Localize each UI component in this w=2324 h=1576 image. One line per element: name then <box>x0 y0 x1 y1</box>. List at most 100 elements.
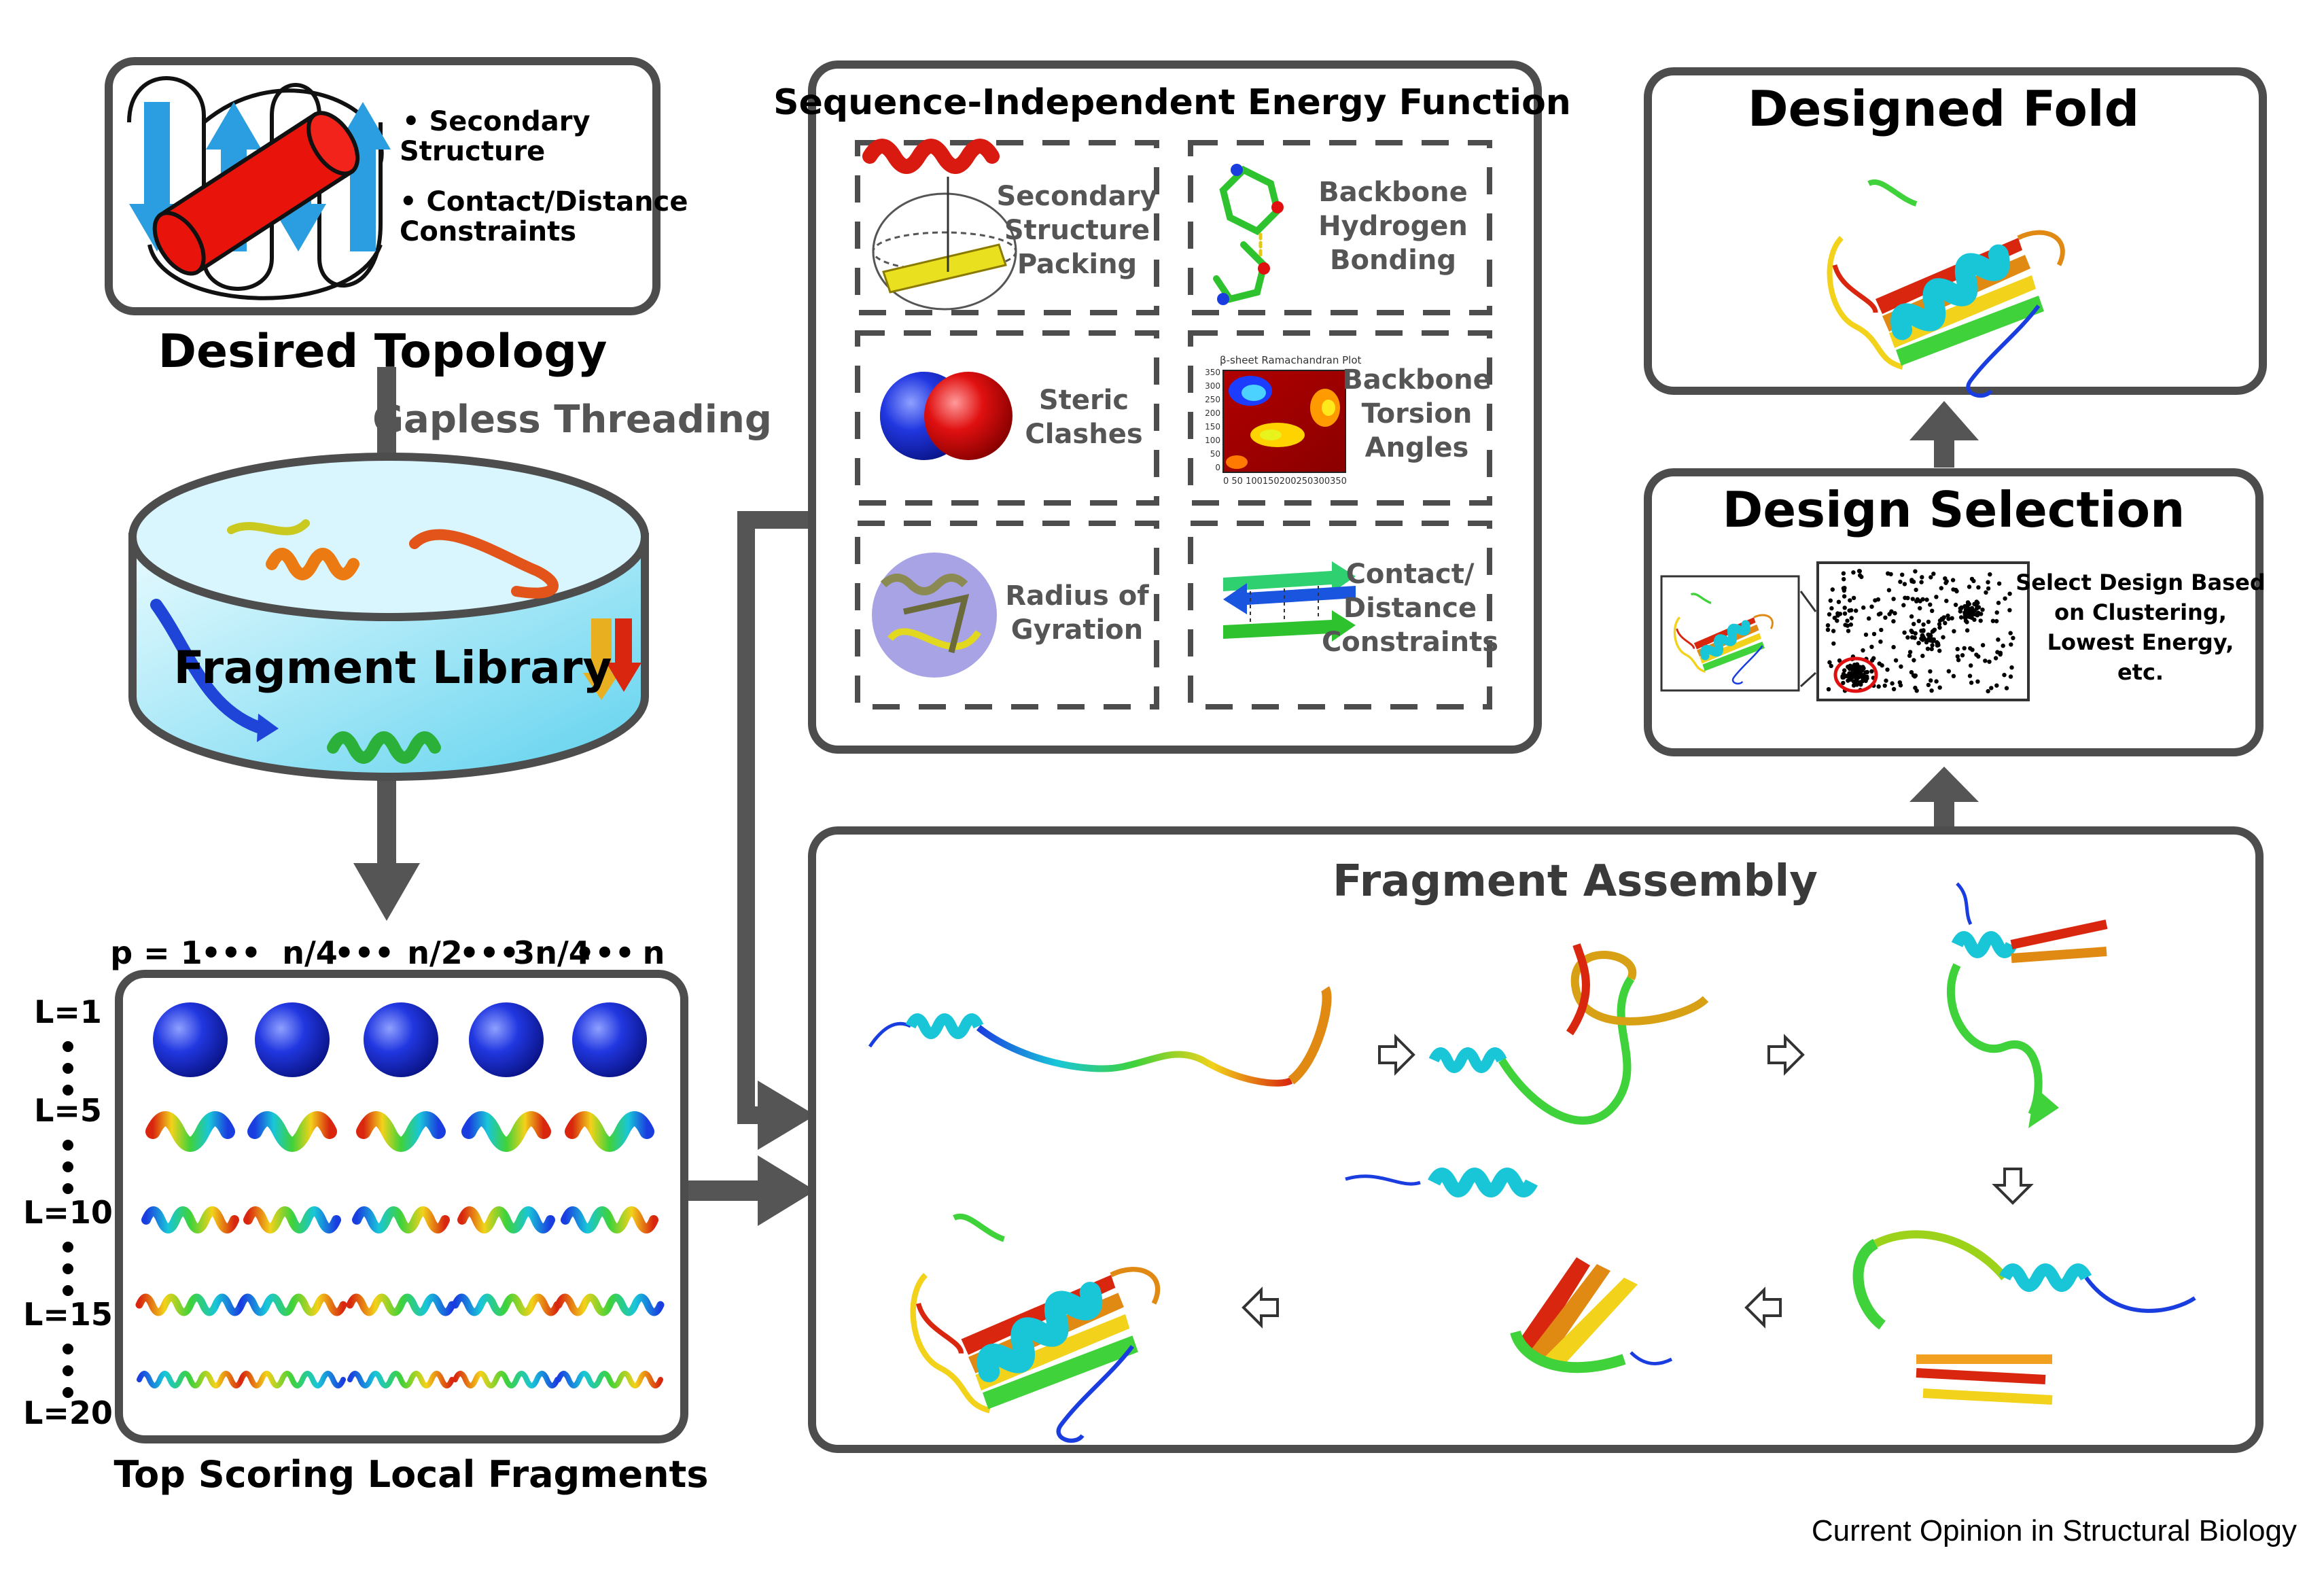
design-point <box>1879 627 1884 633</box>
design-point <box>1891 619 1896 624</box>
design-point <box>1956 658 1961 663</box>
assembly-stage-4 <box>1852 1230 2196 1405</box>
design-point <box>1835 618 1839 623</box>
design-point <box>1902 582 1907 586</box>
position-label: p = 1 <box>110 934 203 971</box>
ellipsis-dot <box>63 1140 73 1151</box>
local-fragment <box>561 1206 658 1233</box>
design-point <box>1983 659 1988 663</box>
design-point <box>1909 635 1915 640</box>
design-point <box>1941 635 1946 640</box>
svg-text:Secondary: Secondary <box>996 181 1157 212</box>
next-arrow-icon <box>1767 1034 1805 1076</box>
fragments-title: Top Scoring Local Fragments <box>114 1453 709 1496</box>
design-point <box>1859 668 1865 673</box>
design-point <box>1929 638 1933 643</box>
design-point <box>1898 579 1903 584</box>
design-point <box>1905 635 1910 640</box>
design-point <box>1928 669 1933 674</box>
design-point <box>1900 572 1905 577</box>
design-point <box>1943 576 1948 581</box>
design-point <box>1831 629 1836 633</box>
design-point <box>1990 618 1996 623</box>
designed-fold-cartoon <box>1827 179 2065 398</box>
design-point <box>1937 625 1942 630</box>
design-point <box>1955 654 1960 659</box>
designed-fold-title: Designed Fold <box>1748 80 2139 137</box>
fragment-cartoon <box>583 618 620 700</box>
design-point <box>1913 631 1918 636</box>
design-point <box>1902 630 1907 635</box>
design-point <box>1920 575 1924 580</box>
design-point <box>1918 599 1922 603</box>
prev-arrow-icon <box>1242 1286 1279 1329</box>
topology-title: Desired Topology <box>158 325 608 379</box>
design-point <box>1930 608 1935 613</box>
design-point <box>1986 688 1990 694</box>
topology-bullet-2b: Constraints <box>400 216 576 247</box>
design-point <box>2009 665 2014 670</box>
design-point <box>1910 597 1915 601</box>
design-point <box>1986 580 1990 584</box>
design-point <box>1827 660 1832 665</box>
design-point <box>1994 618 1999 624</box>
ellipsis-dot <box>63 1161 73 1172</box>
assembly-stage-5 <box>1345 1168 1673 1373</box>
design-point <box>1851 570 1856 575</box>
svg-text:β-sheet Ramachandran Plot: β-sheet Ramachandran Plot <box>1220 354 1362 366</box>
design-point <box>1888 572 1893 577</box>
design-point <box>1946 669 1951 673</box>
position-labels: p = 1••• n/4••• n/2•••3n/4••• n <box>110 934 665 971</box>
design-point <box>1912 658 1916 663</box>
design-point <box>1944 599 1949 603</box>
design-point <box>1901 603 1906 608</box>
design-point <box>1970 610 1975 614</box>
prev-arrow-icon <box>1744 1286 1782 1329</box>
svg-text:Torsion: Torsion <box>1362 398 1473 430</box>
design-point <box>1863 632 1869 637</box>
design-point <box>1892 611 1897 616</box>
svg-text:Hydrogen: Hydrogen <box>1318 211 1468 242</box>
design-point <box>1909 670 1914 675</box>
designed-fold-panel: Designed Fold <box>1644 67 2267 398</box>
design-point <box>1905 595 1910 601</box>
design-point <box>1967 601 1971 606</box>
design-point <box>1989 686 1994 690</box>
design-point <box>1884 678 1888 683</box>
length-label: L=5 <box>34 1092 102 1129</box>
design-point <box>1841 571 1846 576</box>
design-point <box>1930 643 1935 648</box>
design-point <box>1857 569 1862 574</box>
ramachandran-plot: β-sheet Ramachandran Plot 350 300 250 200 15… <box>1205 354 1361 487</box>
single-residue-sphere <box>572 1002 647 1077</box>
fragments-panel: p = 1••• n/4••• n/2•••3n/4••• n L=1L=5L=10L… <box>23 934 688 1443</box>
design-point <box>1958 615 1964 620</box>
design-point <box>1969 680 1974 685</box>
design-point <box>1914 599 1919 603</box>
design-point <box>1891 686 1897 692</box>
threading-label: Gapless Threading <box>372 398 772 442</box>
design-point <box>1847 608 1852 613</box>
design-point <box>1967 584 1972 589</box>
design-point <box>1836 599 1842 604</box>
design-point <box>1972 617 1977 622</box>
design-point <box>1969 663 1973 668</box>
design-point <box>2007 591 2012 596</box>
rama-tick-label: 0 <box>1215 463 1220 472</box>
design-point <box>1998 652 2003 657</box>
fragment-cartoon <box>150 599 264 733</box>
design-point <box>1861 673 1866 678</box>
design-point <box>1918 606 1922 611</box>
design-point <box>1980 608 1985 612</box>
assembly-stage-1 <box>868 986 1332 1087</box>
design-point <box>1849 616 1854 620</box>
position-label: ••• <box>459 934 519 971</box>
design-point <box>1891 597 1896 601</box>
design-selection-panel: Design Selection Select Design Based on … <box>1644 468 2266 756</box>
design-point <box>1848 598 1852 603</box>
fragment-cartoon <box>606 618 641 692</box>
design-point <box>1916 618 1921 623</box>
design-point <box>1916 641 1921 646</box>
position-label: n/4 <box>282 934 338 971</box>
ellipsis-dot <box>63 1285 73 1296</box>
